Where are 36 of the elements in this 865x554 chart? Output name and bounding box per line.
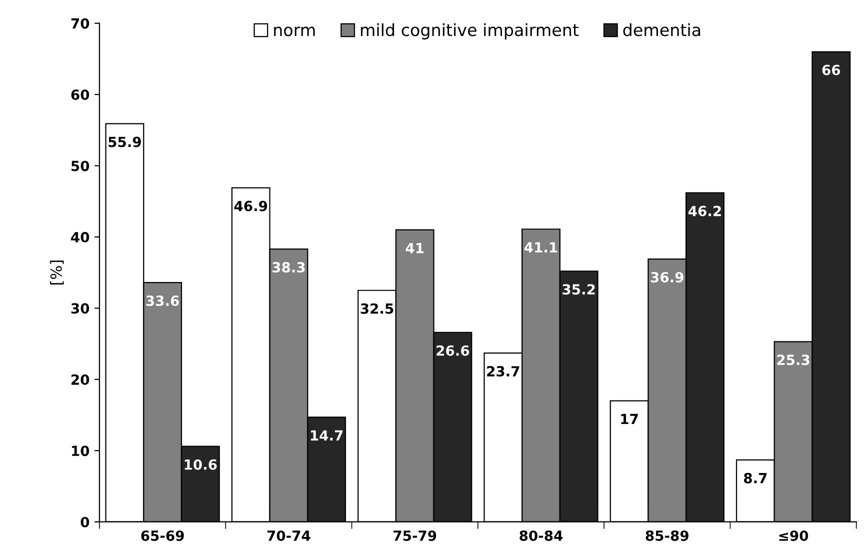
data-label: 36.9 [650,272,684,283]
data-label: 41.1 [524,242,558,252]
data-label: 33.6 [146,296,179,306]
data-label: 17 [621,414,638,424]
data-label: 55.9 [108,136,141,148]
data-label: 46.9 [234,200,268,212]
y-axis-title: [%] [50,260,64,284]
data-label: 23.7 [487,366,520,377]
y-tick-label: 0 [80,516,90,528]
x-tick-label: 85-89 [646,530,688,541]
data-label: 66 [822,64,840,76]
data-label: 35.2 [562,284,595,295]
data-label: 46.2 [688,206,721,216]
y-tick-label: 40 [71,232,90,242]
data-label: 25.3 [777,354,810,366]
legend-label: dementia [623,23,700,36]
x-tick-label: ≤90 [779,530,808,541]
x-tick-label: 75-79 [394,530,436,541]
y-tick-label: 10 [72,446,90,456]
legend-label: mild cognitive impairment [360,23,579,40]
y-tick-label: 60 [71,89,90,100]
data-label: 32.5 [360,303,394,314]
y-tick-label: 20 [72,374,90,385]
x-tick-label: 80-84 [520,530,563,541]
x-tick-label: 65-69 [141,530,184,541]
x-tick-label: 70-74 [267,530,310,541]
data-label: 10.6 [184,459,217,470]
y-tick-label: 30 [71,303,90,314]
data-label: 38.3 [272,262,305,273]
data-label: 14.7 [310,430,343,440]
y-tick-label: 50 [72,160,90,172]
legend-label: norm [274,26,315,36]
data-label: 8.7 [744,472,767,484]
data-label: 41 [406,242,424,254]
y-tick-label: 70 [71,18,90,29]
data-label: 26.6 [436,345,470,356]
